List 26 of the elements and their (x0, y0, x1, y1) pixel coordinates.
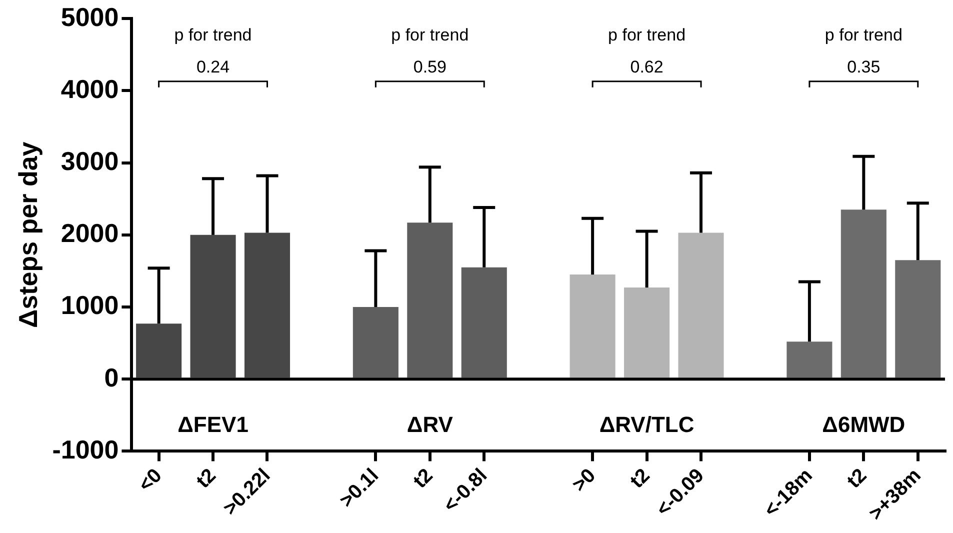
y-tick-label: 4000 (60, 74, 119, 104)
annotation: p for trend (174, 26, 252, 45)
x-tick-label: t2 (192, 464, 220, 493)
annotation: p for trend (608, 26, 686, 45)
y-tick-label: 1000 (60, 290, 119, 320)
y-tick-label: 3000 (60, 146, 119, 176)
y-axis-title: Δsteps per day (12, 141, 43, 328)
y-tick-label: 2000 (60, 218, 119, 248)
y-tick-label: 5000 (60, 2, 119, 32)
x-tick-label: t2 (409, 464, 438, 493)
x-tick-label: t2 (626, 464, 654, 493)
y-tick-label: 0 (104, 362, 119, 392)
annotation: 0.59 (413, 58, 446, 77)
x-tick-label: <0 (134, 464, 166, 496)
annotation: 0.35 (847, 58, 880, 77)
annotation: p for trend (824, 26, 902, 45)
annotation: ΔRV (406, 412, 454, 438)
annotation: ΔRV/TLC (599, 412, 694, 438)
y-tick-label: -1000 (52, 434, 119, 464)
annotation: Δ6MWD (822, 412, 906, 438)
x-tick-label: t2 (842, 464, 872, 493)
annotation: 0.62 (630, 58, 664, 77)
annotation: ΔFEV1 (178, 412, 248, 438)
annotation: 0.24 (196, 58, 230, 77)
x-tick-label: >0 (568, 464, 600, 496)
annotation: p for trend (391, 26, 469, 45)
